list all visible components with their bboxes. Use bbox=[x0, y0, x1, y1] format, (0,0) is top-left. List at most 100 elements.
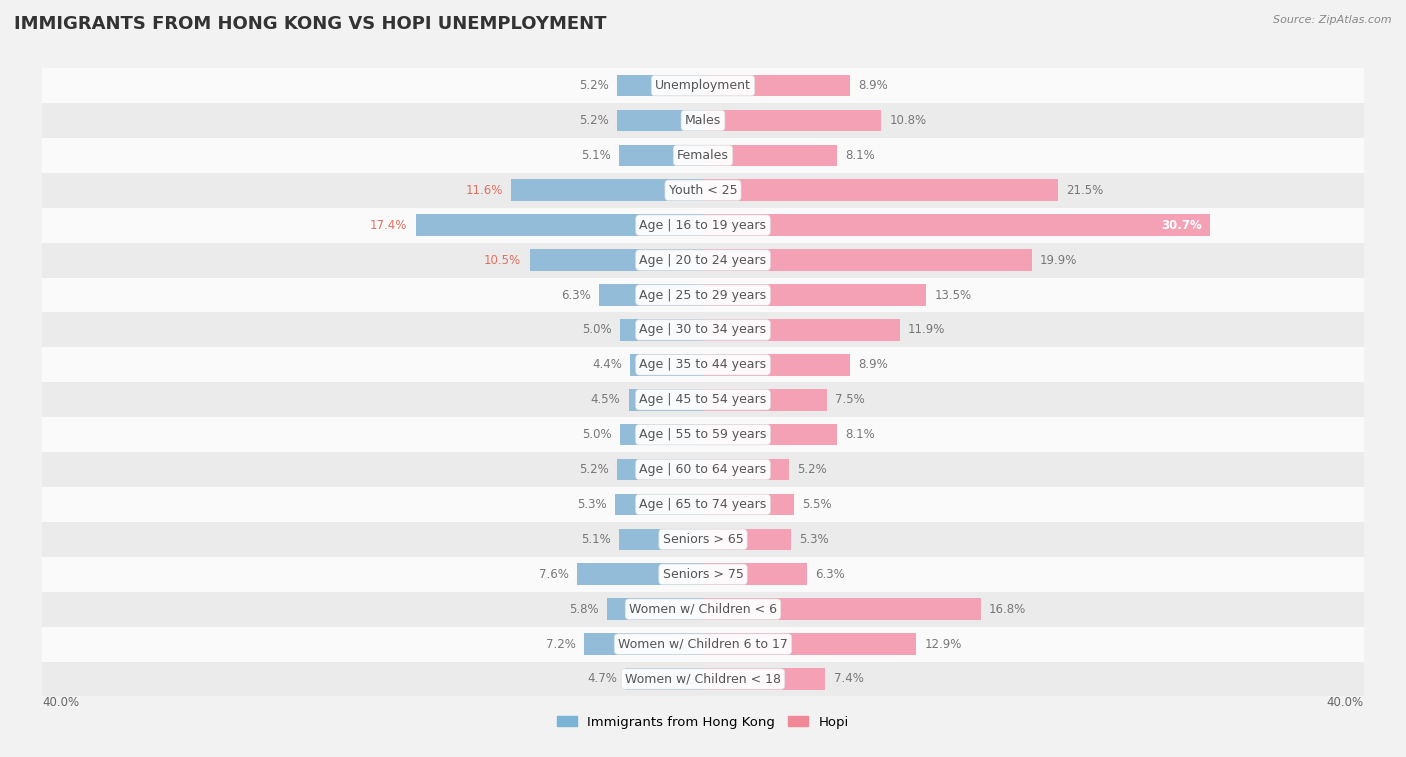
Text: 5.2%: 5.2% bbox=[579, 463, 609, 476]
Bar bbox=[703, 598, 980, 620]
Bar bbox=[42, 487, 1364, 522]
Text: 5.3%: 5.3% bbox=[578, 498, 607, 511]
Bar bbox=[42, 382, 1364, 417]
Bar bbox=[703, 424, 837, 445]
Bar bbox=[703, 494, 794, 516]
Text: 4.4%: 4.4% bbox=[592, 358, 621, 372]
Bar bbox=[703, 354, 851, 375]
Text: 8.9%: 8.9% bbox=[858, 358, 889, 372]
Text: Source: ZipAtlas.com: Source: ZipAtlas.com bbox=[1274, 15, 1392, 25]
Text: Males: Males bbox=[685, 114, 721, 127]
Text: 40.0%: 40.0% bbox=[1327, 696, 1364, 709]
Bar bbox=[703, 668, 825, 690]
Text: Women w/ Children < 6: Women w/ Children < 6 bbox=[628, 603, 778, 615]
Text: 5.1%: 5.1% bbox=[581, 533, 610, 546]
Bar bbox=[42, 522, 1364, 557]
Text: 8.9%: 8.9% bbox=[858, 79, 889, 92]
Bar bbox=[617, 75, 703, 96]
Text: 30.7%: 30.7% bbox=[1161, 219, 1202, 232]
Bar bbox=[42, 207, 1364, 243]
Text: 5.3%: 5.3% bbox=[799, 533, 828, 546]
Bar bbox=[626, 668, 703, 690]
Bar bbox=[703, 459, 789, 481]
Text: 5.0%: 5.0% bbox=[582, 428, 612, 441]
Text: 10.8%: 10.8% bbox=[890, 114, 927, 127]
Bar bbox=[703, 145, 837, 167]
Text: Age | 16 to 19 years: Age | 16 to 19 years bbox=[640, 219, 766, 232]
Text: 13.5%: 13.5% bbox=[934, 288, 972, 301]
Text: 5.2%: 5.2% bbox=[579, 79, 609, 92]
Text: 17.4%: 17.4% bbox=[370, 219, 408, 232]
Bar bbox=[703, 75, 851, 96]
Bar bbox=[703, 528, 790, 550]
Bar bbox=[703, 214, 1211, 236]
Text: Women w/ Children < 18: Women w/ Children < 18 bbox=[626, 672, 780, 686]
Text: 8.1%: 8.1% bbox=[845, 149, 875, 162]
Text: 11.6%: 11.6% bbox=[465, 184, 503, 197]
Text: Youth < 25: Youth < 25 bbox=[669, 184, 737, 197]
Bar bbox=[703, 284, 927, 306]
Text: 10.5%: 10.5% bbox=[484, 254, 522, 266]
Bar bbox=[583, 634, 703, 655]
Text: Age | 20 to 24 years: Age | 20 to 24 years bbox=[640, 254, 766, 266]
Bar bbox=[616, 494, 703, 516]
Text: Age | 55 to 59 years: Age | 55 to 59 years bbox=[640, 428, 766, 441]
Text: Females: Females bbox=[678, 149, 728, 162]
Bar bbox=[42, 278, 1364, 313]
Text: 7.6%: 7.6% bbox=[540, 568, 569, 581]
Text: 5.2%: 5.2% bbox=[579, 114, 609, 127]
Text: 12.9%: 12.9% bbox=[924, 637, 962, 650]
Legend: Immigrants from Hong Kong, Hopi: Immigrants from Hong Kong, Hopi bbox=[551, 710, 855, 734]
Bar bbox=[42, 627, 1364, 662]
Bar bbox=[703, 110, 882, 131]
Text: Age | 35 to 44 years: Age | 35 to 44 years bbox=[640, 358, 766, 372]
Bar bbox=[620, 424, 703, 445]
Text: Seniors > 75: Seniors > 75 bbox=[662, 568, 744, 581]
Bar bbox=[416, 214, 703, 236]
Bar bbox=[619, 528, 703, 550]
Text: Unemployment: Unemployment bbox=[655, 79, 751, 92]
Text: Women w/ Children 6 to 17: Women w/ Children 6 to 17 bbox=[619, 637, 787, 650]
Text: 4.5%: 4.5% bbox=[591, 393, 620, 407]
Bar bbox=[42, 138, 1364, 173]
Bar bbox=[42, 592, 1364, 627]
Text: IMMIGRANTS FROM HONG KONG VS HOPI UNEMPLOYMENT: IMMIGRANTS FROM HONG KONG VS HOPI UNEMPL… bbox=[14, 15, 606, 33]
Text: 40.0%: 40.0% bbox=[42, 696, 79, 709]
Bar bbox=[42, 557, 1364, 592]
Text: 5.2%: 5.2% bbox=[797, 463, 827, 476]
Bar bbox=[703, 389, 827, 410]
Bar bbox=[617, 459, 703, 481]
Bar bbox=[620, 319, 703, 341]
Text: 7.5%: 7.5% bbox=[835, 393, 865, 407]
Text: 21.5%: 21.5% bbox=[1066, 184, 1104, 197]
Text: Age | 60 to 64 years: Age | 60 to 64 years bbox=[640, 463, 766, 476]
Text: 4.7%: 4.7% bbox=[588, 672, 617, 686]
Text: 5.1%: 5.1% bbox=[581, 149, 610, 162]
Text: Age | 45 to 54 years: Age | 45 to 54 years bbox=[640, 393, 766, 407]
Bar bbox=[512, 179, 703, 201]
Bar bbox=[578, 563, 703, 585]
Bar bbox=[42, 662, 1364, 696]
Text: Age | 65 to 74 years: Age | 65 to 74 years bbox=[640, 498, 766, 511]
Bar bbox=[42, 313, 1364, 347]
Bar bbox=[703, 179, 1059, 201]
Bar bbox=[703, 249, 1032, 271]
Bar bbox=[42, 173, 1364, 207]
Text: 6.3%: 6.3% bbox=[815, 568, 845, 581]
Text: Seniors > 65: Seniors > 65 bbox=[662, 533, 744, 546]
Text: 19.9%: 19.9% bbox=[1040, 254, 1077, 266]
Bar bbox=[530, 249, 703, 271]
Bar bbox=[42, 103, 1364, 138]
Text: 7.2%: 7.2% bbox=[546, 637, 576, 650]
Text: 5.5%: 5.5% bbox=[801, 498, 832, 511]
Bar bbox=[42, 347, 1364, 382]
Bar bbox=[628, 389, 703, 410]
Text: 7.4%: 7.4% bbox=[834, 672, 863, 686]
Bar bbox=[619, 145, 703, 167]
Bar bbox=[42, 68, 1364, 103]
Text: Age | 30 to 34 years: Age | 30 to 34 years bbox=[640, 323, 766, 336]
Bar bbox=[42, 452, 1364, 487]
Bar bbox=[703, 634, 917, 655]
Bar bbox=[42, 417, 1364, 452]
Text: Age | 25 to 29 years: Age | 25 to 29 years bbox=[640, 288, 766, 301]
